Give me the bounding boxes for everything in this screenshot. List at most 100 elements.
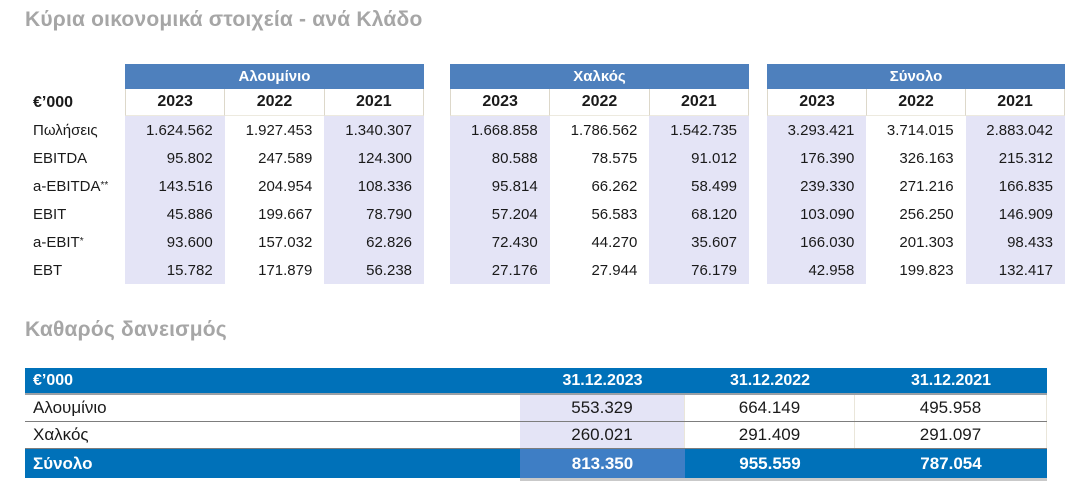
data-cell: 157.032 — [258, 233, 313, 251]
data-cell: 44.270 — [591, 233, 638, 251]
data-cell: 553.329 — [520, 395, 685, 421]
data-cell: 93.600 — [125, 228, 225, 256]
table-row: Πωλήσεις 1.624.562 1.927.453 1.340.307 1.668… — [25, 116, 1065, 144]
table-row: a-EBIT * 93.600 157.032 62.826 72.430 44.270 35… — [25, 228, 1065, 256]
section-net-debt-title: Καθαρός δανεισμός — [25, 318, 227, 341]
row-label: EBIT — [33, 205, 67, 223]
year-header-group-1: 2023 2022 2021 — [125, 89, 424, 116]
table-row: EBITDA 95.802 247.589 124.300 80.588 78.575 91… — [25, 144, 1065, 172]
data-cell: 95.814 — [450, 172, 550, 200]
financials-table-body: Πωλήσεις 1.624.562 1.927.453 1.340.307 1.668… — [25, 116, 1065, 284]
table-row: Αλουμίνιο 553.329 664.149 495.958 — [25, 395, 1047, 422]
net-debt-table: €’000 31.12.2023 31.12.2022 31.12.2021 Αλο… — [25, 368, 1047, 478]
data-cell: 166.835 — [965, 172, 1065, 200]
data-cell: 143.516 — [125, 172, 225, 200]
data-cell: 291.097 — [855, 422, 1047, 448]
table-row: Χαλκός 260.021 291.409 291.097 — [25, 422, 1047, 449]
data-group-2: 57.204 56.583 68.120 — [450, 200, 750, 228]
data-cell: 199.823 — [899, 261, 954, 279]
data-group-2: 1.668.858 1.786.562 1.542.735 — [450, 116, 750, 144]
data-cell: 72.430 — [450, 228, 550, 256]
data-cell: 1.927.453 — [245, 121, 313, 139]
data-cell: 199.667 — [258, 205, 313, 223]
data-cell: 108.336 — [324, 172, 425, 200]
data-group-3: 103.090 256.250 146.909 — [767, 200, 1065, 228]
data-cell: 68.120 — [649, 200, 750, 228]
data-group-1: 1.624.562 1.927.453 1.340.307 — [125, 116, 425, 144]
total-cell: 787.054 — [920, 453, 982, 473]
year-header-row: €’000 2023 2022 2021 2023 2022 2021 2023 2022 20… — [25, 89, 1065, 116]
date-header-cell: 31.12.2021 — [910, 371, 992, 389]
data-cell: 1.624.562 — [125, 116, 225, 144]
year-header-cell: 2021 — [966, 89, 1065, 116]
data-cell: 1.340.307 — [324, 116, 425, 144]
total-cell: 813.350 — [520, 449, 685, 478]
unit-label: €’000 — [33, 93, 74, 111]
date-header-cell: 31.12.2022 — [729, 371, 811, 389]
data-cell: 80.588 — [450, 144, 550, 172]
data-cell: 239.330 — [767, 172, 867, 200]
data-cell: 247.589 — [258, 149, 313, 167]
table-row: EBIT 45.886 199.667 78.790 57.204 56.583 68.12… — [25, 200, 1065, 228]
data-group-2: 80.588 78.575 91.012 — [450, 144, 750, 172]
section-financials-title: Κύρια οικονομικά στοιχεία - ανά Κλάδο — [25, 8, 423, 31]
year-header-group-2: 2023 2022 2021 — [450, 89, 749, 116]
net-debt-table-body: Αλουμίνιο 553.329 664.149 495.958 Χαλκός 260.… — [25, 395, 1047, 449]
data-cell: 45.886 — [125, 200, 225, 228]
row-label: a-EBITDA ** — [33, 177, 109, 195]
year-header-cell: 2022 — [550, 89, 650, 116]
data-cell: 2.883.042 — [965, 116, 1065, 144]
net-debt-total-row: Σύνολο 813.350 955.559 787.054 — [25, 449, 1047, 478]
data-cell: 56.238 — [324, 256, 425, 284]
year-header-cell: 2022 — [867, 89, 966, 116]
group-header-3: Σύνολο — [767, 64, 1065, 89]
data-cell: 124.300 — [324, 144, 425, 172]
data-cell: 95.802 — [125, 144, 225, 172]
data-cell: 1.668.858 — [450, 116, 550, 144]
data-cell: 664.149 — [685, 395, 855, 421]
data-cell: 291.409 — [685, 422, 855, 448]
data-cell: 42.958 — [767, 256, 867, 284]
table-row: a-EBITDA ** 143.516 204.954 108.336 95.814 66.… — [25, 172, 1065, 200]
year-header-cell: 2023 — [125, 89, 226, 116]
data-cell: 204.954 — [258, 177, 313, 195]
row-label: Χαλκός — [33, 425, 89, 444]
year-header-cell: 2023 — [767, 89, 867, 116]
data-cell: 1.786.562 — [570, 121, 638, 139]
data-group-3: 239.330 271.216 166.835 — [767, 172, 1065, 200]
data-cell: 78.575 — [591, 149, 638, 167]
year-header-cell: 2021 — [649, 89, 749, 116]
group-header-spacer — [25, 64, 125, 89]
group-header-2: Χαλκός — [450, 64, 749, 89]
data-cell: 57.204 — [450, 200, 550, 228]
year-header-group-3: 2023 2022 2021 — [767, 89, 1065, 116]
data-cell: 56.583 — [591, 205, 638, 223]
data-group-2: 95.814 66.262 58.499 — [450, 172, 750, 200]
data-cell: 76.179 — [649, 256, 750, 284]
data-cell: 91.012 — [649, 144, 750, 172]
row-label: Πωλήσεις — [33, 121, 98, 139]
data-group-1: 93.600 157.032 62.826 — [125, 228, 425, 256]
data-cell: 271.216 — [899, 177, 954, 195]
row-label: Αλουμίνιο — [33, 398, 107, 417]
data-cell: 215.312 — [965, 144, 1065, 172]
data-group-1: 95.802 247.589 124.300 — [125, 144, 425, 172]
group-header-1: Αλουμίνιο — [125, 64, 424, 89]
date-header-cell: 31.12.2023 — [562, 371, 643, 389]
data-cell: 27.944 — [591, 261, 638, 279]
table-bottom-shadow — [520, 478, 1047, 481]
data-group-2: 27.176 27.944 76.179 — [450, 256, 750, 284]
unit-label: €’000 — [33, 371, 74, 389]
data-cell: 35.607 — [649, 228, 750, 256]
data-cell: 66.262 — [591, 177, 638, 195]
data-group-1: 45.886 199.667 78.790 — [125, 200, 425, 228]
data-cell: 27.176 — [450, 256, 550, 284]
data-cell: 98.433 — [965, 228, 1065, 256]
data-cell: 58.499 — [649, 172, 750, 200]
row-label: EBT — [33, 261, 63, 279]
data-cell: 171.879 — [258, 261, 313, 279]
table-row: EBT 15.782 171.879 56.238 27.176 27.944 76.179… — [25, 256, 1065, 284]
data-cell: 495.958 — [855, 395, 1047, 421]
group-header-row: Αλουμίνιο Χαλκός Σύνολο — [25, 64, 1065, 89]
data-cell: 3.714.015 — [886, 121, 954, 139]
